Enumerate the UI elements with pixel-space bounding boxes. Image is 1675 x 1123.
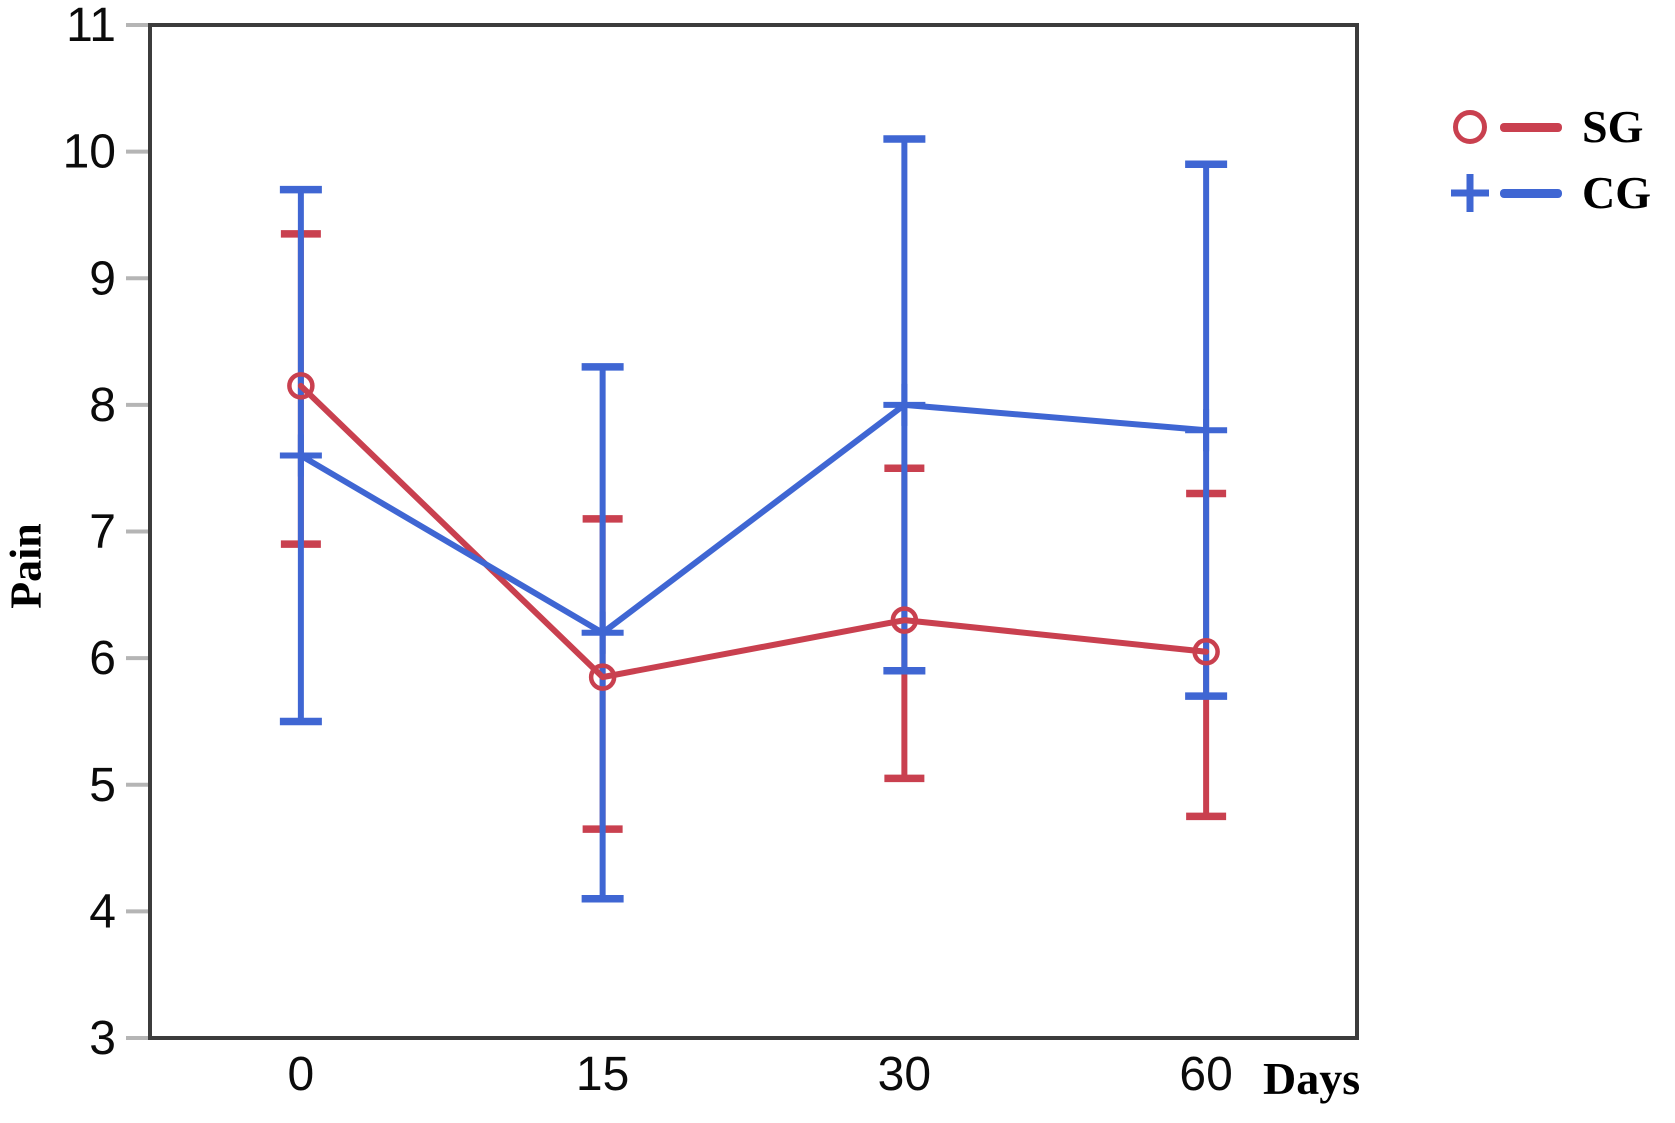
y-tick-label: 10 <box>63 126 116 179</box>
sg-data-point-marker <box>1192 638 1220 666</box>
y-tick-label: 6 <box>89 632 116 685</box>
y-tick-label: 8 <box>89 379 116 432</box>
y-tick-label: 7 <box>89 506 116 559</box>
chart-legend: SG CG <box>1442 100 1651 220</box>
legend-label-cg: CG <box>1582 167 1651 218</box>
sg-circle-marker-icon <box>1453 110 1487 144</box>
y-tick-label: 11 <box>66 0 116 52</box>
sg-data-point-marker <box>890 606 919 634</box>
cg-line-sample-icon <box>1500 188 1562 198</box>
legend-row-sg: SG <box>1442 100 1651 154</box>
cg-line <box>297 401 1210 636</box>
x-tick-label: 0 <box>288 1048 315 1101</box>
cg-plus-marker-icon <box>1451 174 1489 212</box>
x-tick-label: 60 <box>1179 1048 1232 1101</box>
plot-border <box>148 23 1359 1040</box>
sg-data-point-marker <box>287 372 315 400</box>
y-axis-title: Pain <box>1 523 51 609</box>
x-tick-label: 15 <box>576 1048 629 1101</box>
x-tick-label: 30 <box>878 1048 931 1101</box>
y-tick-label: 5 <box>89 759 116 812</box>
sg-line <box>297 382 1210 681</box>
sg-data-point-marker <box>588 663 617 691</box>
x-axis-title: Days <box>1263 1053 1361 1104</box>
y-tick-label: 9 <box>89 252 116 305</box>
y-tick-label: 3 <box>89 1012 116 1065</box>
legend-row-cg: CG <box>1442 166 1651 220</box>
sg-line-sample-icon <box>1500 122 1562 132</box>
legend-label-sg: SG <box>1582 101 1644 152</box>
y-tick-label: 4 <box>89 885 116 938</box>
